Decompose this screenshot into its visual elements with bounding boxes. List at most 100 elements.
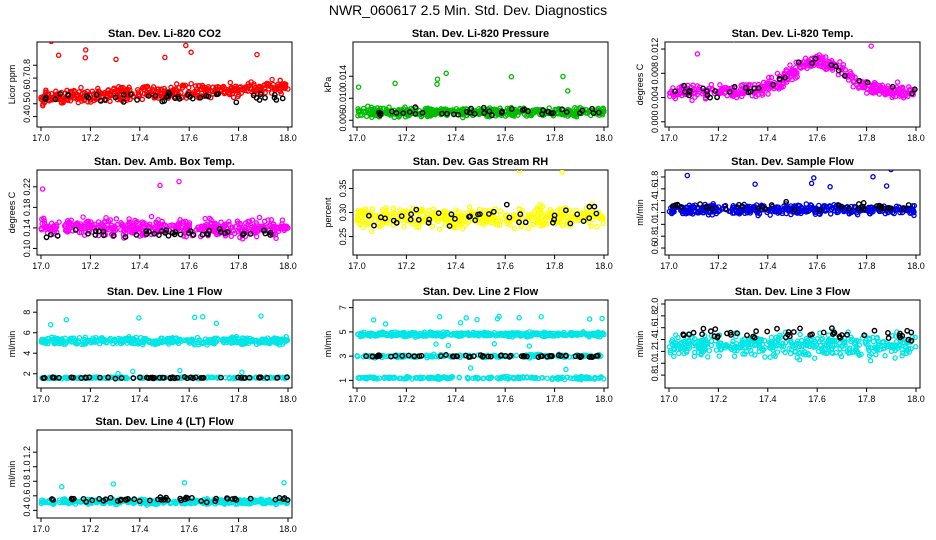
scatter-point — [77, 223, 83, 229]
scatter-point — [130, 368, 136, 375]
y-tick-label: 1.4 — [650, 333, 660, 346]
scatter-point — [686, 345, 693, 351]
scatter-point — [585, 332, 592, 339]
scatter-point — [48, 220, 55, 227]
scatter-point — [868, 43, 874, 49]
black-series-point — [595, 109, 602, 116]
black-series-point — [476, 211, 483, 218]
black-series-point — [593, 210, 600, 217]
scatter-point — [530, 107, 536, 114]
scatter-point — [827, 184, 833, 190]
scatter-point — [680, 338, 687, 345]
scatter-point — [69, 228, 76, 234]
scatter-point — [838, 353, 845, 360]
black-series-point — [846, 205, 852, 212]
scatter-point — [866, 347, 872, 354]
scatter-point — [874, 347, 880, 353]
black-series-point — [264, 374, 271, 381]
y-axis-label: percent — [323, 197, 333, 228]
scatter-point — [157, 182, 163, 189]
scatter-point — [365, 110, 372, 116]
black-series-point — [192, 374, 199, 381]
black-series-point — [399, 352, 406, 359]
black-series-point — [783, 198, 790, 205]
scatter-point — [803, 335, 810, 342]
black-series-point — [506, 214, 513, 221]
scatter-point — [111, 374, 118, 381]
black-series-point — [453, 353, 460, 359]
scatter-point — [132, 217, 138, 224]
scatter-point — [596, 112, 602, 118]
scatter-point — [862, 79, 869, 85]
scatter-point — [733, 94, 740, 101]
black-series-point — [435, 210, 442, 217]
x-tick-label: 17.6 — [496, 261, 514, 271]
black-series-point — [518, 353, 525, 360]
scatter-point — [61, 95, 68, 102]
black-series-point — [812, 55, 819, 62]
scatter-point — [480, 375, 486, 382]
scatter-point — [132, 226, 139, 232]
x-tick-label: 18.0 — [595, 261, 613, 271]
scatter-point — [541, 217, 548, 223]
scatter-point — [752, 352, 758, 358]
scatter-point — [107, 91, 114, 97]
scatter-point — [239, 369, 245, 375]
y-axis-label: degrees C — [7, 191, 17, 233]
black-series-point — [40, 375, 47, 381]
scatter-point — [681, 350, 687, 357]
scatter-point — [752, 342, 758, 348]
scatter-point — [546, 213, 553, 219]
scatter-point — [113, 56, 119, 63]
scatter-point — [678, 345, 684, 351]
scatter-point — [56, 219, 62, 225]
black-series-point — [371, 222, 377, 229]
y-tick-label: 0.30 — [338, 204, 348, 222]
black-series-point — [130, 375, 137, 381]
scatter-point — [415, 224, 422, 230]
black-series-point — [487, 353, 494, 360]
scatter-point — [211, 223, 218, 230]
scatter-point — [358, 209, 364, 216]
scatter-point — [782, 339, 789, 346]
black-series-point — [550, 110, 556, 116]
black-series-point — [909, 90, 915, 97]
scatter-point — [67, 335, 74, 342]
black-series-point — [51, 374, 57, 381]
scatter-point — [390, 205, 397, 212]
scatter-point — [600, 220, 607, 227]
scatter-point — [231, 88, 237, 94]
scatter-point — [511, 225, 518, 232]
scatter-point — [85, 218, 91, 225]
scatter-point — [746, 274, 750, 278]
scatter-point — [570, 214, 576, 221]
scatter-point — [188, 49, 194, 56]
scatter-point — [728, 346, 735, 353]
black-series-point — [415, 216, 422, 223]
scatter-point — [755, 212, 761, 219]
scatter-point — [808, 180, 815, 187]
black-series-point — [137, 374, 143, 381]
black-series-point — [563, 207, 569, 214]
scatter-point — [563, 366, 569, 373]
black-series-point — [54, 232, 61, 239]
black-series-point — [586, 215, 593, 222]
y-tick-label: 0.004 — [650, 86, 660, 109]
scatter-point — [38, 225, 44, 232]
scatter-point — [556, 110, 562, 117]
plot-frame — [36, 299, 293, 389]
scatter-point — [462, 222, 468, 229]
scatter-point — [463, 315, 469, 321]
scatter-point — [865, 341, 871, 348]
y-tick-label: 6 — [22, 330, 32, 335]
scatter-point — [83, 337, 90, 344]
scatter-point — [573, 375, 579, 382]
scatter-point — [765, 256, 769, 260]
x-tick-label: 17.2 — [710, 394, 728, 404]
scatter-point — [806, 352, 812, 358]
scatter-point — [279, 217, 286, 223]
scatter-point — [721, 90, 728, 96]
panel-title: Stan. Dev. Gas Stream RH — [413, 156, 549, 168]
black-series-point — [190, 375, 196, 382]
